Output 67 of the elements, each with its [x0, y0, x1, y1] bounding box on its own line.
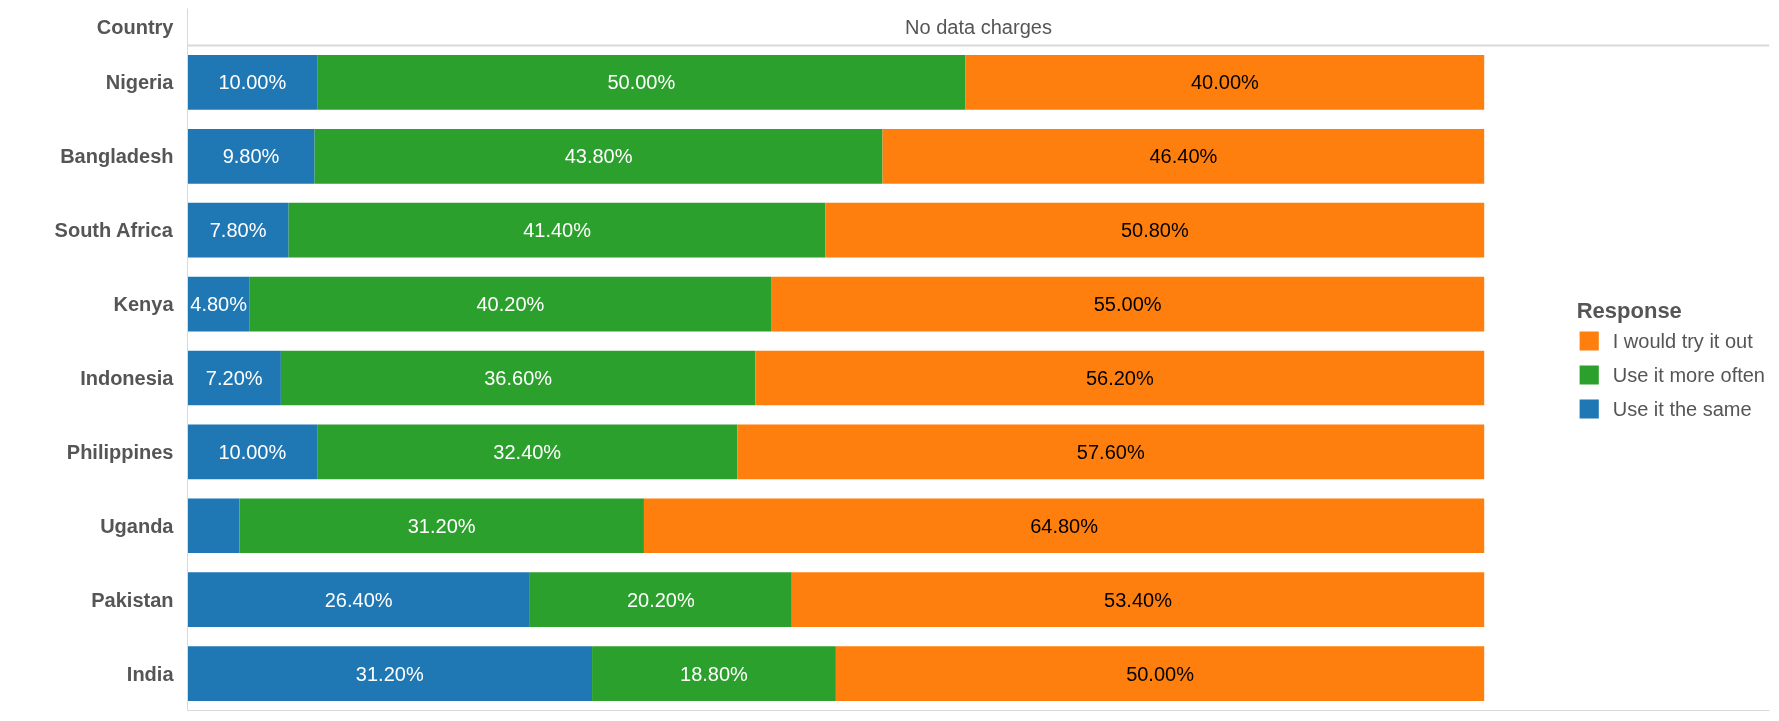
bar [249, 276, 772, 332]
legend-label: Use it the same [1612, 397, 1752, 420]
data-label: 20.20% [626, 588, 695, 611]
y-tick-label: Uganda [100, 514, 175, 537]
data-label: 64.80% [1030, 514, 1099, 537]
data-label: 50.00% [607, 71, 676, 94]
bar [592, 646, 836, 701]
data-label: 41.40% [523, 219, 592, 242]
data-label: 4.80% [190, 293, 248, 316]
bar [771, 276, 1485, 332]
bar [187, 202, 289, 258]
data-label: 50.00% [1126, 662, 1195, 685]
bar [835, 646, 1485, 701]
bar [965, 55, 1485, 110]
data-label: 7.80% [209, 219, 267, 242]
data-label: 40.00% [1190, 71, 1260, 94]
data-label: 31.20% [407, 514, 476, 537]
data-label: 10.00% [218, 440, 287, 463]
y-tick-label: Kenya [113, 293, 175, 316]
bar [239, 498, 644, 554]
bar [187, 55, 318, 110]
y-tick-label: South Africa [54, 219, 174, 242]
bar [187, 128, 315, 184]
y-tick-label: India [126, 662, 175, 685]
data-label: 36.60% [484, 366, 553, 389]
bar [187, 350, 281, 406]
bar [882, 128, 1485, 184]
bar [187, 424, 318, 480]
bar [529, 572, 792, 627]
data-label: 46.40% [1149, 145, 1218, 168]
legend-title: Response [1576, 297, 1683, 324]
bar [317, 424, 738, 480]
data-label: 9.80% [222, 145, 280, 168]
y-tick-label: Pakistan [91, 588, 174, 611]
bar [755, 350, 1485, 406]
bar [825, 202, 1485, 258]
data-label: 57.60% [1076, 440, 1145, 463]
y-tick-label: Bangladesh [60, 145, 174, 168]
data-label: 40.20% [476, 293, 545, 316]
bar [643, 498, 1485, 554]
data-label: 31.20% [355, 662, 424, 685]
bar [187, 646, 593, 701]
bar [791, 572, 1485, 627]
data-label: 26.40% [324, 588, 393, 611]
bar [317, 55, 966, 110]
y-axis-title: Country [96, 15, 175, 38]
bar [187, 572, 530, 627]
data-label: 10.00% [218, 71, 287, 94]
data-label: 43.80% [564, 145, 633, 168]
bar [280, 350, 756, 406]
y-tick-label: Indonesia [80, 366, 175, 389]
bar [288, 202, 826, 258]
legend-label: I would try it out [1612, 329, 1753, 352]
y-tick-label: Philippines [66, 440, 174, 463]
chart-title: No data charges [905, 15, 1052, 38]
data-label: 53.40% [1104, 588, 1173, 611]
bar [314, 128, 883, 184]
data-label: 32.40% [493, 440, 562, 463]
bar [187, 498, 240, 554]
data-label: 55.00% [1093, 293, 1162, 316]
data-label: 7.20% [205, 366, 263, 389]
y-tick-label: Nigeria [105, 71, 175, 94]
bar [737, 424, 1485, 480]
data-label: 18.80% [680, 662, 749, 685]
legend-label: Use it more often [1612, 363, 1765, 386]
data-label: 56.20% [1085, 366, 1154, 389]
data-label: 50.80% [1120, 219, 1189, 242]
